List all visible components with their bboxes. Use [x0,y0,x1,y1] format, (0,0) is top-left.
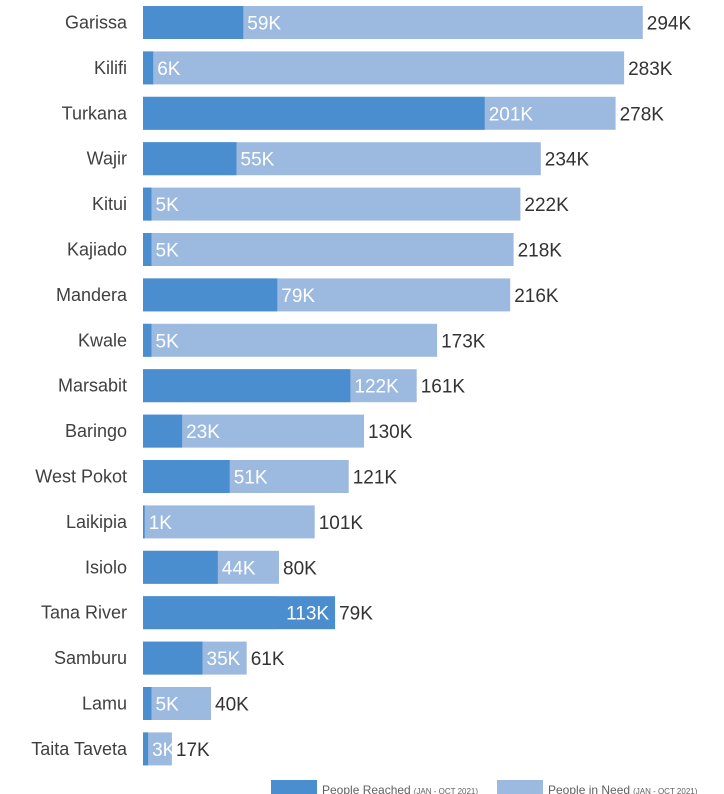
category-label-lamu: Lamu [82,694,127,714]
value-label-need-laikipia: 101K [319,513,364,534]
value-label-reached-laikipia: 1K [149,513,173,534]
bar-reached-kilifi [143,51,154,85]
value-label-reached-baringo: 23K [186,422,220,443]
value-label-need-garissa: 294K [647,14,692,35]
category-label-wajir: Wajir [87,149,127,169]
value-label-reached-west-pokot: 51K [234,468,268,489]
value-label-reached-garissa: 59K [247,14,281,35]
bar-reached-kitui [143,187,152,221]
value-label-need-lamu: 40K [215,695,249,716]
bar-reached-wajir [143,142,237,176]
bar-reached-taita-taveta [143,732,149,766]
value-label-need-taita-taveta: 17K [176,740,210,761]
bar-need-kilifi [143,51,625,85]
category-label-kilifi: Kilifi [94,58,127,78]
legend-label-reached: People Reached (JAN - OCT 2021) [322,783,478,794]
value-label-need-kitui: 222K [524,195,569,216]
value-label-need-mandera: 216K [514,286,559,307]
legend-period: (JAN - OCT 2021) [633,787,698,794]
category-label-baringo: Baringo [65,421,127,441]
category-label-garissa: Garissa [65,13,128,33]
bar-need-lamu [143,687,211,720]
bar-reached-marsabit [143,369,351,403]
value-label-reached-kitui: 5K [156,195,180,216]
value-label-need-wajir: 234K [545,150,590,171]
value-label-need-kajiado: 218K [518,241,563,262]
value-label-reached-taita-taveta: 3K [152,740,176,761]
bar-need-kajiado [143,233,514,266]
value-label-need-kilifi: 283K [628,59,673,80]
category-label-laikipia: Laikipia [66,512,128,532]
value-label-reached-wajir: 55K [241,150,275,171]
bar-reached-west-pokot [143,460,230,493]
value-label-need-isiolo: 80K [283,558,317,579]
value-label-need-tana-river: 79K [339,604,373,625]
category-label-kitui: Kitui [92,194,127,214]
value-label-need-west-pokot: 121K [353,468,398,489]
bar-reached-baringo [143,414,183,448]
bar-need-kitui [143,187,521,221]
legend-period: (JAN - OCT 2021) [414,787,479,794]
bar-reached-turkana [143,96,485,130]
bar-reached-isiolo [143,550,218,584]
bar-reached-kwale [143,323,152,357]
value-label-reached-tana-river: 113K [286,604,329,625]
category-label-marsabit: Marsabit [58,376,127,396]
value-label-reached-mandera: 79K [281,286,315,307]
legend-name: People Reached [322,783,411,794]
bar-need-laikipia [143,505,315,539]
value-label-reached-isiolo: 44K [222,558,256,579]
category-label-mandera: Mandera [56,285,128,305]
bar-reached-mandera [143,278,278,312]
value-label-reached-samburu: 35K [207,649,241,670]
bar-reached-laikipia [143,505,145,539]
value-label-reached-turkana: 201K [489,104,534,125]
legend-label-need: People in Need (JAN - OCT 2021) [548,783,698,794]
legend-swatch-reached [271,780,317,794]
value-label-need-turkana: 278K [620,104,665,125]
category-label-taita-taveta: Taita Taveta [31,739,128,759]
value-label-reached-kilifi: 6K [157,59,181,80]
value-label-need-samburu: 61K [251,649,285,670]
value-label-reached-kwale: 5K [156,331,180,352]
category-label-samburu: Samburu [54,648,127,668]
category-label-west-pokot: West Pokot [35,467,127,487]
value-label-reached-marsabit: 122K [354,377,399,398]
value-label-reached-lamu: 5K [156,695,180,716]
category-label-kwale: Kwale [78,330,127,350]
value-label-need-baringo: 130K [368,422,413,443]
bar-need-kwale [143,323,438,357]
bar-reached-kajiado [143,233,152,266]
value-label-reached-kajiado: 5K [156,241,180,262]
category-label-kajiado: Kajiado [67,240,127,260]
bar-reached-tana-river [143,596,336,630]
legend-name: People in Need [548,783,630,794]
value-label-need-marsabit: 161K [421,377,466,398]
bar-reached-lamu [143,687,152,720]
legend-swatch-need [497,780,543,794]
bar-reached-garissa [143,6,244,39]
category-label-tana-river: Tana River [41,603,127,623]
category-label-turkana: Turkana [62,103,128,123]
bar-reached-samburu [143,641,203,675]
value-label-need-kwale: 173K [441,331,486,352]
category-label-isiolo: Isiolo [85,557,127,577]
